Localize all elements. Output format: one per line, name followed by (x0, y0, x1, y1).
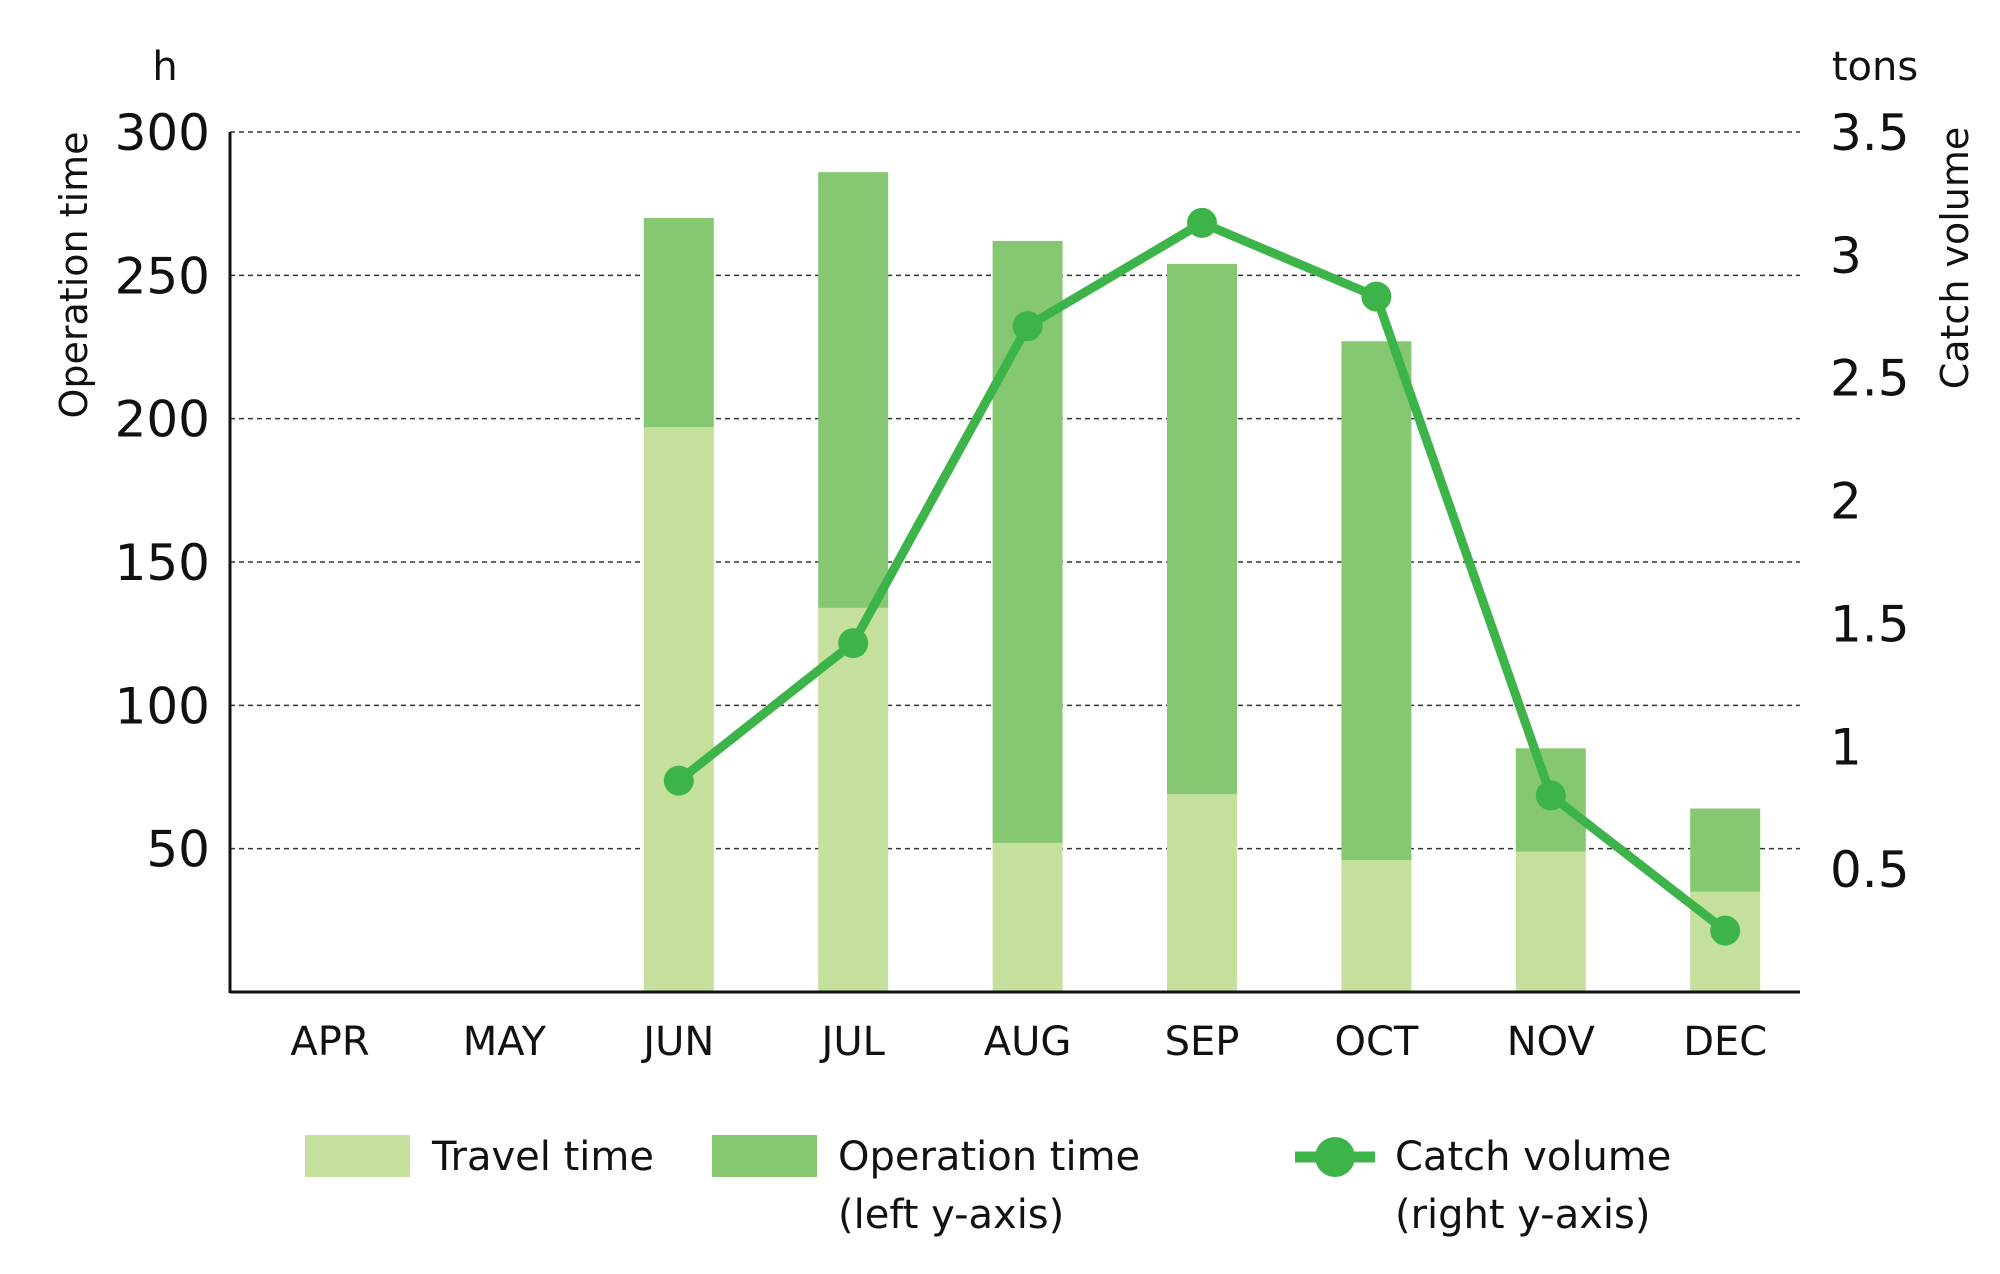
left-y-axis-title: Operation time (52, 131, 96, 418)
right-y-tick-label: 1 (1830, 718, 1862, 776)
bar-travel-time-jun (643, 427, 714, 992)
right-y-tick-label: 1.5 (1830, 595, 1910, 653)
x-tick-label-sep: SEP (1165, 1019, 1240, 1065)
left-y-tick-label: 200 (115, 391, 210, 449)
left-y-tick-label: 100 (115, 677, 210, 735)
legend-swatch-operation-time (712, 1135, 817, 1177)
bar-operation-time-jul (818, 172, 889, 608)
point-catch-volume-oct (1361, 281, 1392, 312)
right-y-tick-label: 0.5 (1830, 841, 1910, 899)
x-tick-label-dec: DEC (1683, 1019, 1767, 1065)
right-y-tick-label: 2.5 (1830, 350, 1910, 408)
x-tick-label-nov: NOV (1507, 1019, 1596, 1065)
bar-travel-time-nov (1515, 851, 1586, 992)
point-catch-volume-sep (1187, 207, 1217, 238)
x-tick-label-jun: JUN (640, 1019, 714, 1065)
legend-swatch-travel-time (305, 1135, 410, 1177)
legend-label-travel-time: Travel time (431, 1134, 654, 1180)
bar-travel-time-sep (1167, 794, 1237, 992)
point-catch-volume-aug (1012, 311, 1043, 342)
bar-travel-time-oct (1341, 860, 1412, 992)
right-y-unit: tons (1832, 44, 1918, 90)
x-tick-label-oct: OCT (1334, 1019, 1418, 1065)
x-tick-label-may: MAY (463, 1019, 547, 1065)
label-layer: h tons Operation time Catch volume (52, 44, 1977, 419)
bar-layer (643, 172, 1761, 992)
left-y-tick-label: 300 (115, 104, 210, 162)
legend-label-operation-time: Operation time (838, 1134, 1140, 1180)
legend-marker-catch-volume (1315, 1137, 1355, 1177)
bar-operation-time-sep (1167, 263, 1237, 795)
right-y-tick-label: 3 (1830, 227, 1862, 285)
right-y-axis-title: Catch volume (1933, 127, 1977, 390)
left-y-unit: h (152, 44, 177, 90)
bar-travel-time-jul (818, 607, 889, 992)
bar-operation-time-jun (643, 218, 714, 428)
axis-layer: 50 100 150 200 250 300 0.5 1 1.5 2 2.5 3 3.5 APR MAY JU… (115, 104, 1910, 1065)
left-y-tick-label: 150 (115, 534, 210, 592)
legend-sublabel-catch-volume: (right y-axis) (1395, 1192, 1650, 1238)
bar-travel-time-aug (992, 842, 1063, 992)
right-y-tick-label: 3.5 (1830, 104, 1910, 162)
point-catch-volume-jul (838, 628, 869, 659)
line-layer (663, 207, 1741, 946)
left-y-tick-label: 50 (146, 821, 210, 879)
x-tick-label-jul: JUL (819, 1019, 886, 1065)
bar-operation-time-aug (992, 240, 1063, 843)
point-catch-volume-nov (1535, 780, 1566, 811)
bar-operation-time-dec (1690, 808, 1761, 892)
x-tick-label-apr: APR (290, 1019, 369, 1065)
bar-operation-time-oct (1341, 341, 1412, 861)
legend: Travel time Operation time (left y-axis)… (305, 1134, 1671, 1238)
x-tick-label-aug: AUG (984, 1019, 1072, 1065)
point-catch-volume-jun (663, 765, 694, 796)
legend-sublabel-operation-time: (left y-axis) (838, 1192, 1064, 1238)
right-y-tick-label: 2 (1830, 473, 1862, 531)
left-y-tick-label: 250 (115, 247, 210, 305)
legend-label-catch-volume: Catch volume (1395, 1134, 1671, 1180)
point-catch-volume-dec (1710, 915, 1741, 946)
